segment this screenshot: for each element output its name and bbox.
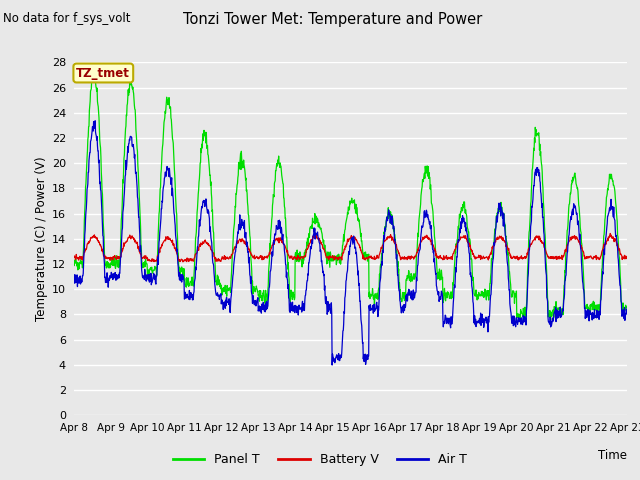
Text: TZ_tmet: TZ_tmet — [76, 67, 131, 80]
Text: No data for f_sys_volt: No data for f_sys_volt — [3, 12, 131, 25]
Text: Time: Time — [598, 449, 627, 462]
Y-axis label: Temperature (C) / Power (V): Temperature (C) / Power (V) — [35, 156, 47, 321]
Legend: Panel T, Battery V, Air T: Panel T, Battery V, Air T — [168, 448, 472, 471]
Text: Tonzi Tower Met: Temperature and Power: Tonzi Tower Met: Temperature and Power — [183, 12, 483, 27]
